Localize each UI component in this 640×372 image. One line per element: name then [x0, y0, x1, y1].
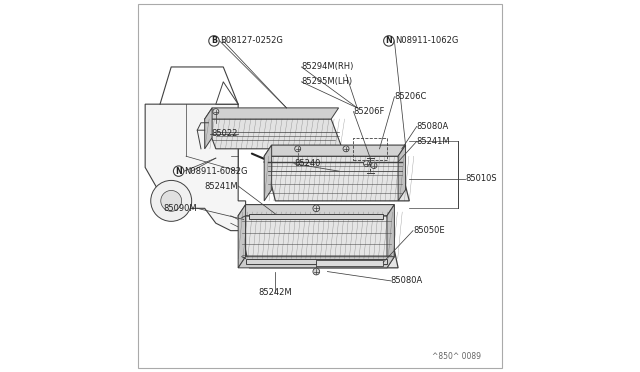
Polygon shape [316, 260, 383, 266]
Polygon shape [264, 156, 410, 201]
Polygon shape [145, 104, 246, 231]
Text: N: N [385, 36, 392, 45]
Text: N08911-1062G: N08911-1062G [395, 36, 458, 45]
Polygon shape [398, 145, 406, 201]
Polygon shape [205, 108, 212, 149]
Circle shape [313, 205, 319, 212]
Circle shape [371, 163, 377, 169]
Text: 85080A: 85080A [390, 276, 423, 285]
Text: N08911-6082G: N08911-6082G [184, 167, 248, 176]
Circle shape [313, 268, 319, 275]
Text: 85295M(LH): 85295M(LH) [301, 77, 353, 86]
Text: 85240: 85240 [294, 159, 321, 168]
Polygon shape [246, 259, 387, 264]
Text: 85010S: 85010S [465, 174, 497, 183]
Polygon shape [205, 108, 339, 119]
Polygon shape [238, 205, 394, 216]
Polygon shape [238, 257, 394, 268]
Text: N: N [175, 167, 182, 176]
Circle shape [151, 180, 191, 221]
Text: 85080A: 85080A [417, 122, 449, 131]
Text: 85050E: 85050E [413, 226, 445, 235]
Text: 85241M: 85241M [417, 137, 451, 146]
Polygon shape [205, 119, 342, 149]
Text: 85242M: 85242M [259, 288, 292, 296]
Circle shape [209, 36, 219, 46]
Circle shape [294, 146, 301, 152]
Polygon shape [238, 216, 398, 268]
Text: 85206C: 85206C [394, 92, 427, 101]
Text: 85022: 85022 [212, 129, 238, 138]
Text: 85090M: 85090M [164, 204, 197, 213]
Circle shape [161, 190, 182, 211]
Text: B08127-0252G: B08127-0252G [220, 36, 283, 45]
Circle shape [343, 146, 349, 152]
Circle shape [173, 166, 184, 176]
Circle shape [383, 36, 394, 46]
Text: 85294M(RH): 85294M(RH) [301, 62, 354, 71]
Circle shape [213, 109, 219, 115]
Text: ^850^ 0089: ^850^ 0089 [431, 352, 481, 361]
Text: B: B [211, 36, 217, 45]
Polygon shape [387, 205, 394, 268]
Polygon shape [238, 205, 246, 268]
Text: 85206F: 85206F [353, 107, 385, 116]
Polygon shape [264, 145, 406, 156]
Polygon shape [264, 145, 271, 201]
Circle shape [364, 161, 369, 167]
Text: 85241M: 85241M [205, 182, 238, 190]
Polygon shape [250, 214, 383, 219]
